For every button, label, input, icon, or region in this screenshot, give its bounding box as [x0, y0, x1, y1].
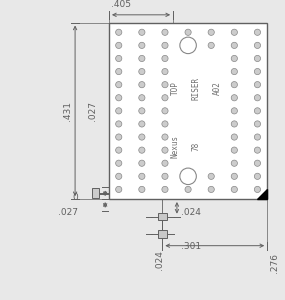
- Circle shape: [180, 168, 196, 184]
- Circle shape: [116, 121, 122, 127]
- Circle shape: [231, 29, 237, 35]
- Circle shape: [162, 121, 168, 127]
- Circle shape: [139, 186, 145, 193]
- Circle shape: [208, 173, 214, 179]
- Bar: [91, 188, 99, 198]
- Circle shape: [116, 173, 122, 179]
- Circle shape: [231, 173, 237, 179]
- Circle shape: [254, 121, 260, 127]
- Circle shape: [254, 186, 260, 193]
- Circle shape: [254, 68, 260, 75]
- Text: .431: .431: [63, 101, 72, 121]
- Text: A02: A02: [213, 82, 222, 95]
- Text: Nexus: Nexus: [170, 135, 180, 158]
- Circle shape: [116, 42, 122, 49]
- Circle shape: [254, 160, 260, 166]
- Text: TOP: TOP: [170, 82, 180, 95]
- Text: .027: .027: [58, 208, 78, 217]
- Circle shape: [254, 42, 260, 49]
- Circle shape: [231, 82, 237, 88]
- Circle shape: [139, 134, 145, 140]
- Text: RISER: RISER: [192, 77, 201, 100]
- Text: 78: 78: [192, 142, 201, 152]
- Text: .301: .301: [181, 242, 201, 251]
- Bar: [158, 230, 167, 238]
- Circle shape: [139, 42, 145, 49]
- Circle shape: [162, 56, 168, 62]
- Circle shape: [254, 56, 260, 62]
- Circle shape: [231, 42, 237, 49]
- Circle shape: [116, 95, 122, 101]
- Circle shape: [162, 95, 168, 101]
- Text: .405: .405: [111, 0, 131, 9]
- Circle shape: [254, 29, 260, 35]
- Circle shape: [116, 56, 122, 62]
- Circle shape: [208, 186, 214, 193]
- Circle shape: [139, 108, 145, 114]
- Circle shape: [231, 160, 237, 166]
- Bar: [158, 213, 167, 220]
- Circle shape: [231, 108, 237, 114]
- Circle shape: [116, 160, 122, 166]
- Circle shape: [139, 173, 145, 179]
- Circle shape: [139, 29, 145, 35]
- Circle shape: [162, 173, 168, 179]
- Circle shape: [139, 68, 145, 75]
- Circle shape: [231, 186, 237, 193]
- Circle shape: [139, 56, 145, 62]
- Text: .027: .027: [88, 101, 97, 121]
- Circle shape: [139, 82, 145, 88]
- Text: .024: .024: [181, 208, 201, 217]
- Text: 0: 0: [72, 193, 78, 202]
- Circle shape: [231, 121, 237, 127]
- Circle shape: [254, 82, 260, 88]
- Circle shape: [231, 68, 237, 75]
- Circle shape: [116, 108, 122, 114]
- Circle shape: [254, 147, 260, 153]
- Circle shape: [254, 108, 260, 114]
- Circle shape: [162, 68, 168, 75]
- Circle shape: [162, 42, 168, 49]
- Circle shape: [231, 95, 237, 101]
- Circle shape: [208, 42, 214, 49]
- Circle shape: [116, 68, 122, 75]
- Circle shape: [116, 134, 122, 140]
- Text: .276: .276: [270, 254, 279, 273]
- Circle shape: [116, 147, 122, 153]
- Circle shape: [162, 29, 168, 35]
- Circle shape: [162, 108, 168, 114]
- Circle shape: [231, 56, 237, 62]
- Circle shape: [254, 134, 260, 140]
- Circle shape: [254, 173, 260, 179]
- Polygon shape: [257, 189, 267, 199]
- Bar: [109, 22, 267, 199]
- Circle shape: [116, 82, 122, 88]
- Circle shape: [116, 29, 122, 35]
- Text: .024: .024: [155, 250, 164, 270]
- Circle shape: [185, 186, 191, 193]
- Circle shape: [162, 186, 168, 193]
- Circle shape: [185, 29, 191, 35]
- Circle shape: [180, 37, 196, 54]
- Circle shape: [139, 147, 145, 153]
- Circle shape: [254, 95, 260, 101]
- Circle shape: [139, 95, 145, 101]
- Circle shape: [162, 134, 168, 140]
- Circle shape: [231, 134, 237, 140]
- Circle shape: [139, 121, 145, 127]
- Circle shape: [139, 160, 145, 166]
- Circle shape: [162, 147, 168, 153]
- Circle shape: [231, 147, 237, 153]
- Circle shape: [162, 160, 168, 166]
- Circle shape: [162, 82, 168, 88]
- Circle shape: [116, 186, 122, 193]
- Circle shape: [208, 29, 214, 35]
